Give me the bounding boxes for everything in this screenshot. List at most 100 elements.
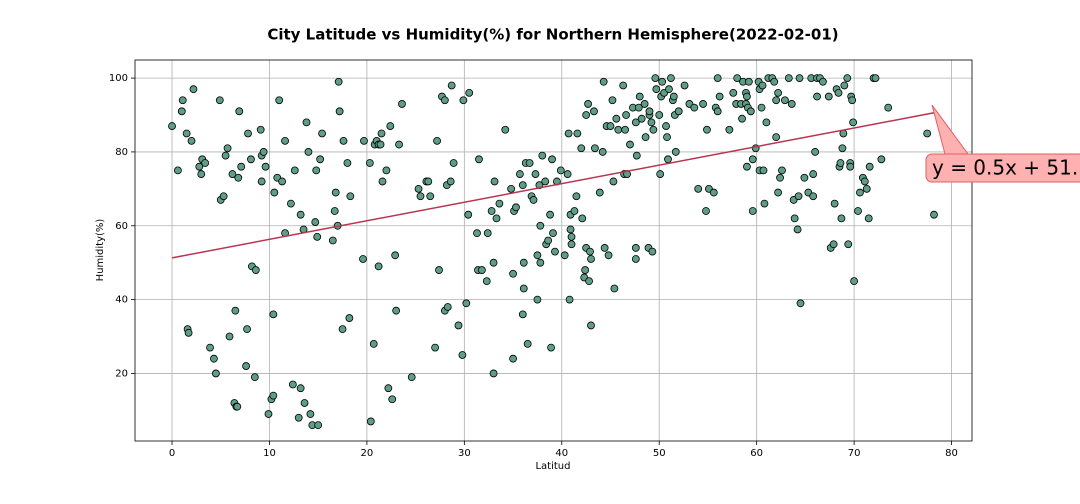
point bbox=[834, 88, 843, 97]
point bbox=[223, 144, 232, 153]
point bbox=[331, 188, 340, 197]
point bbox=[178, 96, 187, 105]
point bbox=[288, 380, 297, 389]
point bbox=[836, 159, 845, 167]
point bbox=[824, 92, 833, 101]
point bbox=[270, 188, 279, 197]
point bbox=[487, 207, 496, 215]
point bbox=[663, 133, 671, 142]
point bbox=[632, 151, 641, 160]
point bbox=[694, 184, 703, 193]
point bbox=[699, 100, 707, 108]
point bbox=[829, 240, 838, 249]
y-tick-label: 60 bbox=[115, 221, 128, 232]
point bbox=[221, 151, 230, 160]
point bbox=[758, 81, 767, 90]
point bbox=[376, 140, 385, 149]
x-tick-label: 20 bbox=[361, 448, 374, 459]
point bbox=[609, 177, 618, 186]
point bbox=[715, 92, 724, 101]
point bbox=[809, 192, 818, 201]
point bbox=[690, 103, 699, 112]
point bbox=[431, 343, 440, 352]
point bbox=[606, 122, 615, 130]
point bbox=[634, 103, 643, 112]
point bbox=[197, 170, 206, 178]
point bbox=[369, 340, 378, 348]
point bbox=[343, 159, 352, 167]
point bbox=[382, 166, 391, 175]
point bbox=[318, 129, 326, 138]
point bbox=[551, 247, 559, 256]
point bbox=[560, 251, 569, 260]
y-tick-label: 20 bbox=[115, 368, 128, 379]
y-tick-label: 40 bbox=[115, 295, 128, 306]
point bbox=[296, 384, 305, 393]
point bbox=[388, 395, 397, 404]
point bbox=[529, 196, 538, 204]
point bbox=[459, 96, 468, 105]
point bbox=[622, 111, 630, 119]
point bbox=[519, 258, 528, 267]
point bbox=[458, 351, 467, 359]
point bbox=[648, 247, 657, 256]
point bbox=[433, 136, 441, 145]
point bbox=[746, 107, 755, 116]
point bbox=[215, 96, 224, 105]
point bbox=[501, 125, 510, 134]
point bbox=[709, 188, 718, 197]
point bbox=[398, 100, 406, 108]
point bbox=[743, 92, 751, 101]
point bbox=[549, 229, 557, 238]
point bbox=[784, 74, 793, 82]
point bbox=[490, 177, 499, 186]
point bbox=[703, 125, 711, 134]
plot-frame bbox=[134, 59, 973, 442]
point bbox=[631, 118, 640, 127]
point bbox=[374, 262, 383, 271]
point bbox=[762, 118, 771, 127]
point bbox=[509, 354, 517, 363]
point bbox=[377, 129, 386, 138]
point bbox=[631, 244, 640, 252]
point bbox=[647, 118, 656, 127]
point bbox=[772, 96, 781, 105]
point bbox=[294, 413, 303, 422]
point bbox=[811, 148, 820, 156]
point bbox=[234, 173, 243, 182]
point bbox=[796, 299, 805, 308]
point bbox=[713, 74, 722, 82]
point bbox=[187, 136, 196, 145]
point bbox=[184, 328, 193, 337]
point bbox=[729, 88, 738, 97]
annotation-box bbox=[925, 153, 1080, 183]
point bbox=[738, 114, 746, 123]
point bbox=[182, 129, 191, 138]
point bbox=[669, 92, 678, 101]
point bbox=[591, 144, 599, 153]
point bbox=[278, 177, 287, 186]
point bbox=[790, 214, 799, 223]
point bbox=[930, 210, 938, 219]
point bbox=[567, 240, 576, 249]
point bbox=[840, 81, 849, 90]
point bbox=[359, 255, 367, 263]
point bbox=[570, 207, 579, 215]
point bbox=[414, 184, 423, 193]
point bbox=[201, 159, 210, 167]
point bbox=[662, 122, 670, 130]
point bbox=[338, 325, 347, 334]
point bbox=[365, 159, 374, 167]
point bbox=[871, 74, 880, 82]
point bbox=[446, 177, 455, 186]
point bbox=[243, 325, 251, 334]
point bbox=[544, 236, 553, 245]
point bbox=[225, 332, 234, 341]
point bbox=[391, 251, 400, 260]
regression-line bbox=[171, 112, 935, 259]
point bbox=[757, 103, 766, 112]
point bbox=[645, 107, 654, 116]
point bbox=[287, 199, 295, 208]
point bbox=[838, 144, 847, 153]
point bbox=[626, 140, 634, 149]
